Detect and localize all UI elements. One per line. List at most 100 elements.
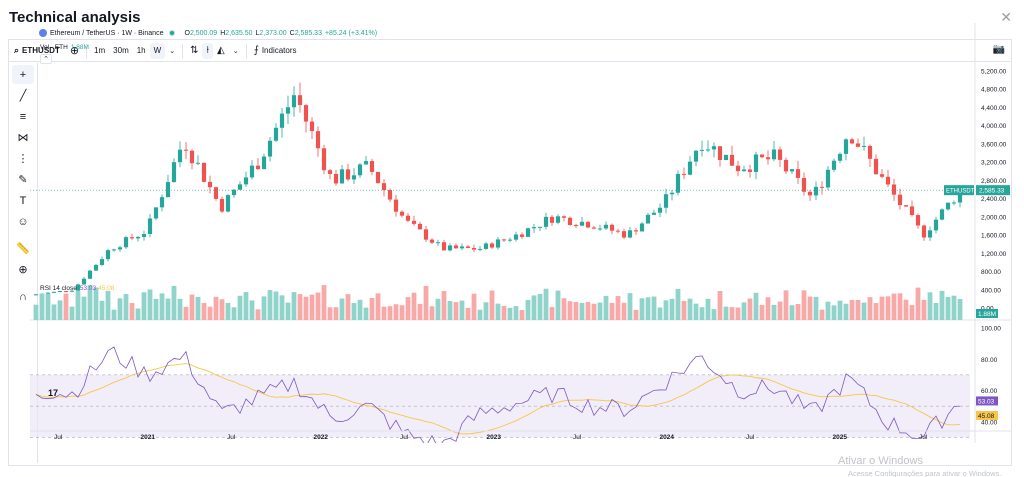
indicators-button[interactable]: ⨍ Indicators <box>250 45 301 56</box>
candle-body <box>351 175 357 180</box>
volume-bar <box>99 300 105 320</box>
candle-body <box>129 237 135 239</box>
candle-body <box>633 230 639 232</box>
candle-body <box>141 234 147 237</box>
close-icon[interactable]: ✕ <box>1000 9 1012 25</box>
interval-30m-button[interactable]: 30m <box>113 46 129 55</box>
candle-body <box>183 149 189 151</box>
candle-body <box>921 225 927 238</box>
volume-bar <box>381 306 387 320</box>
candle-body <box>339 169 345 184</box>
volume-bar <box>423 285 429 320</box>
candle-body <box>357 164 363 176</box>
volume-bar <box>831 305 837 320</box>
candle-body <box>297 95 303 106</box>
volume-bar <box>357 299 363 320</box>
drawing-toolbar: + ╱ ≡ ⋈ ⋮ ✎ T ☺ 📏 ⊕ ∩ <box>9 63 38 463</box>
candle-body <box>495 239 501 248</box>
volume-bar <box>921 299 927 320</box>
horizontal-lines-icon[interactable]: ≡ <box>19 110 27 123</box>
ruler-icon[interactable]: 📏 <box>16 243 30 255</box>
interval-1h-button[interactable]: 1h <box>136 46 146 55</box>
crosshair-icon[interactable]: + <box>12 65 34 84</box>
volume-tag: 1.88M <box>978 311 996 318</box>
candle-body <box>99 259 105 265</box>
text-icon[interactable]: T <box>19 194 27 207</box>
candle-body <box>51 291 57 293</box>
volume-bar <box>531 295 537 320</box>
rsi-ma-tag: 45.08 <box>978 413 995 420</box>
candle-body <box>33 294 39 296</box>
volume-bar <box>243 292 249 320</box>
chart-type-chevron-icon[interactable]: ⌄ <box>232 47 239 55</box>
compare-add-icon[interactable]: ⊕ <box>69 45 80 57</box>
area-chart-icon[interactable]: ◭ <box>217 45 225 56</box>
volume-bar <box>465 307 471 320</box>
price-axis-label: 2,800.00 <box>981 178 1007 185</box>
volume-value: 1.88M <box>70 44 89 51</box>
camera-icon[interactable]: 📷 <box>992 44 1005 55</box>
volume-bar <box>597 302 603 320</box>
volume-bar <box>891 293 897 320</box>
volume-bar <box>819 309 825 320</box>
dialog-title: Technical analysis <box>9 9 141 26</box>
symbol-search-button[interactable]: ⌕ ETHUSDT <box>9 40 66 61</box>
volume-bar <box>573 302 579 320</box>
candle-body <box>699 149 705 151</box>
interval-dropdown-chevron-icon[interactable]: ⌄ <box>169 47 176 55</box>
candle-body <box>69 290 75 292</box>
indicators-label: Indicators <box>261 46 297 55</box>
volume-label: Vol · ETH <box>40 44 68 51</box>
candle-body <box>441 242 447 251</box>
volume-bar <box>267 290 273 320</box>
candle-body <box>915 215 921 226</box>
price-chart[interactable]: 5,200.00 4,800.00 4,400.00 4,000.00 3,600.00… <box>30 23 1012 443</box>
interval-w-button[interactable]: W <box>149 42 166 59</box>
candle-body <box>471 247 477 250</box>
candle-body <box>225 195 231 212</box>
candle-body <box>723 154 729 161</box>
volume-bar <box>687 298 693 320</box>
candle-body <box>123 237 129 248</box>
candle-body <box>951 202 957 204</box>
brush-icon[interactable]: ✎ <box>18 174 28 186</box>
volume-bar <box>123 294 129 320</box>
volume-bar <box>813 296 819 320</box>
candle-body <box>681 173 687 175</box>
magnet-icon[interactable]: ∩ <box>19 290 27 303</box>
trend-line-icon[interactable]: ╱ <box>19 90 27 102</box>
collapse-legend-chevron-icon[interactable]: ⌃ <box>40 54 52 64</box>
zoom-in-icon[interactable]: ⊕ <box>18 264 28 276</box>
chart-widget: ⌕ ETHUSDT ⊕ 1m 30m 1h W ⌄ ⇅ ⍿ ◭ ⌄ ⨍ Indi… <box>8 39 1012 466</box>
candle-body <box>639 223 645 232</box>
candle-body <box>489 243 495 248</box>
pattern-icon[interactable]: ⋈ <box>17 132 29 144</box>
measure-tools-icon[interactable]: ⋮ <box>17 153 29 165</box>
toolbar-divider <box>245 43 247 58</box>
volume-bar <box>75 291 81 320</box>
rsi-label: RSI 14 close <box>40 285 77 292</box>
candles-icon[interactable]: ⍿ <box>202 42 214 59</box>
bar-type-icon[interactable]: ⇅ <box>190 45 199 56</box>
candle-body <box>597 228 603 230</box>
candle-body <box>903 205 909 207</box>
emoji-icon[interactable]: ☺ <box>17 215 29 228</box>
tradingview-logo[interactable]: 17 <box>48 388 59 398</box>
candle-body <box>555 216 561 223</box>
rsi-ma-value: 45.08 <box>98 285 115 292</box>
candle-body <box>417 223 423 230</box>
volume-bar <box>273 291 279 320</box>
candle-body <box>795 169 801 178</box>
candle-body <box>63 291 69 293</box>
time-axis-label: Jul <box>919 434 928 441</box>
volume-bar <box>57 300 63 320</box>
candle-body <box>759 154 765 158</box>
volume-bar <box>375 293 381 320</box>
candle-body <box>819 186 825 188</box>
volume-bar <box>591 303 597 320</box>
volume-bar <box>777 301 783 320</box>
interval-1m-button[interactable]: 1m <box>94 46 106 55</box>
volume-bar <box>315 292 321 320</box>
volume-bar <box>39 293 45 320</box>
volume-bar <box>459 300 465 320</box>
